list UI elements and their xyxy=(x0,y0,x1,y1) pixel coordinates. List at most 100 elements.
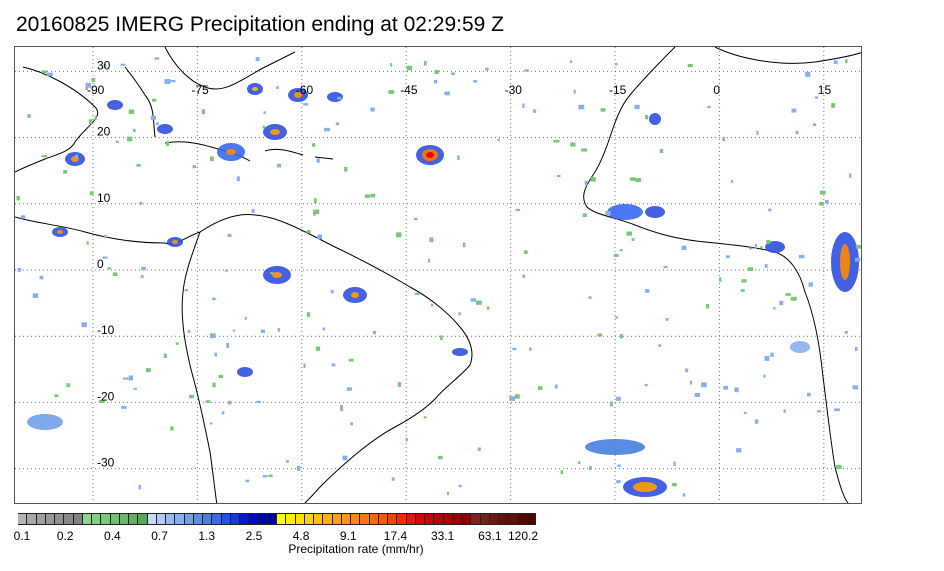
precip-speckle xyxy=(115,140,119,143)
precip-speckle xyxy=(485,67,489,71)
colorbar-swatch xyxy=(110,513,120,525)
precip-speckle xyxy=(795,130,799,135)
longitude-label: -45 xyxy=(400,83,418,97)
precip-speckle xyxy=(849,173,852,178)
precip-speckle xyxy=(306,230,311,234)
precip-speckle xyxy=(128,109,135,114)
precip-speckle xyxy=(486,306,490,310)
precip-speckle xyxy=(619,334,623,339)
precip-speckle xyxy=(17,267,22,272)
colorbar-swatch xyxy=(55,513,65,525)
precip-cell xyxy=(607,204,643,220)
colorbar-swatch xyxy=(323,513,333,525)
map-canvas: -90 -75 -60 -45 -30 -15 0 15 30 20 10 0 -10 -20 -30 xyxy=(15,47,861,503)
precip-speckle xyxy=(140,275,144,278)
colorbar-swatch xyxy=(101,513,111,525)
precip-speckle xyxy=(262,125,266,129)
precip-cell xyxy=(351,292,359,298)
colorbar-tick-label: 0.2 xyxy=(56,529,74,543)
precip-speckle xyxy=(122,377,129,380)
precip-speckle xyxy=(681,245,687,250)
precip-speckle xyxy=(396,232,402,238)
colorbar-swatch xyxy=(73,513,83,525)
precip-speckle xyxy=(232,329,236,332)
precip-speckle xyxy=(88,119,93,125)
precip-speckle xyxy=(170,426,174,431)
precip-speckle xyxy=(251,208,255,214)
colorbar-swatch xyxy=(295,513,305,525)
precip-speckle xyxy=(560,470,564,475)
precip-speckle xyxy=(689,380,693,385)
precip-speckle xyxy=(588,465,592,471)
colorbar-swatch xyxy=(388,513,398,525)
longitude-label: -30 xyxy=(505,83,523,97)
precip-speckle xyxy=(166,141,170,146)
precip-speckle xyxy=(476,300,482,305)
precip-speckle xyxy=(790,296,797,301)
precip-speckle xyxy=(524,69,529,72)
precip-cell xyxy=(633,482,657,492)
precip-speckle xyxy=(631,238,635,242)
precip-speckle xyxy=(658,344,662,347)
precip-speckle xyxy=(245,479,250,483)
precip-speckle xyxy=(819,201,825,206)
precip-speckle xyxy=(682,493,686,497)
precip-speckle xyxy=(210,156,214,162)
precip-speckle xyxy=(458,484,462,488)
precip-speckle xyxy=(151,98,157,102)
precip-speckle xyxy=(406,65,413,71)
precip-speckle xyxy=(497,138,500,142)
colorbar-swatch xyxy=(406,513,416,525)
precip-speckle xyxy=(364,194,371,198)
precip-speckle xyxy=(276,86,279,90)
precip-speckle xyxy=(414,292,420,295)
precip-speckle xyxy=(831,103,836,108)
precip-speckle xyxy=(597,333,603,337)
precip-speckle xyxy=(103,63,107,69)
precip-speckle xyxy=(730,179,733,183)
precip-speckle xyxy=(390,63,393,67)
precip-speckle xyxy=(569,60,573,63)
precip-speckle xyxy=(164,79,171,84)
colorbar-swatch xyxy=(452,513,462,525)
precip-speckle xyxy=(214,352,217,357)
precip-speckle xyxy=(370,193,376,198)
precip-speckle xyxy=(614,62,618,66)
precip-speckle xyxy=(764,356,770,361)
precip-speckle xyxy=(458,312,461,316)
precip-speckle xyxy=(370,107,375,112)
precip-speckle xyxy=(316,158,320,163)
precip-cell xyxy=(27,414,63,430)
colorbar-tick-label: 4.8 xyxy=(292,529,310,543)
precip-speckle xyxy=(833,60,838,65)
longitude-label: -75 xyxy=(191,83,209,97)
colorbar-swatch xyxy=(480,513,490,525)
precip-speckle xyxy=(807,392,811,397)
precip-speckle xyxy=(46,72,53,77)
precip-speckle xyxy=(175,342,179,345)
colorbar-tick-label: 17.4 xyxy=(383,529,408,543)
precip-speckle xyxy=(81,322,87,328)
precip-speckle xyxy=(20,215,26,219)
precip-speckle xyxy=(27,114,31,118)
precip-speckle xyxy=(429,237,434,243)
precip-speckle xyxy=(754,243,757,249)
precip-cell xyxy=(252,87,258,91)
precip-speckle xyxy=(808,282,813,287)
precip-speckle xyxy=(512,347,517,351)
precip-speckle xyxy=(706,304,710,309)
precip-speckle xyxy=(350,422,354,426)
precip-speckle xyxy=(39,275,44,280)
precip-speckle xyxy=(824,199,829,204)
precip-cell xyxy=(645,206,665,218)
precip-speckle xyxy=(133,128,136,133)
precip-speckle xyxy=(221,411,225,415)
precip-speckle xyxy=(687,63,693,68)
precip-speckle xyxy=(635,178,642,183)
precip-speckle xyxy=(740,289,745,292)
latitude-label: -10 xyxy=(97,323,115,337)
colorbar-swatch xyxy=(203,513,213,525)
precip-speckle xyxy=(819,190,826,195)
precip-speckle xyxy=(121,406,127,409)
precip-speckle xyxy=(524,250,528,255)
